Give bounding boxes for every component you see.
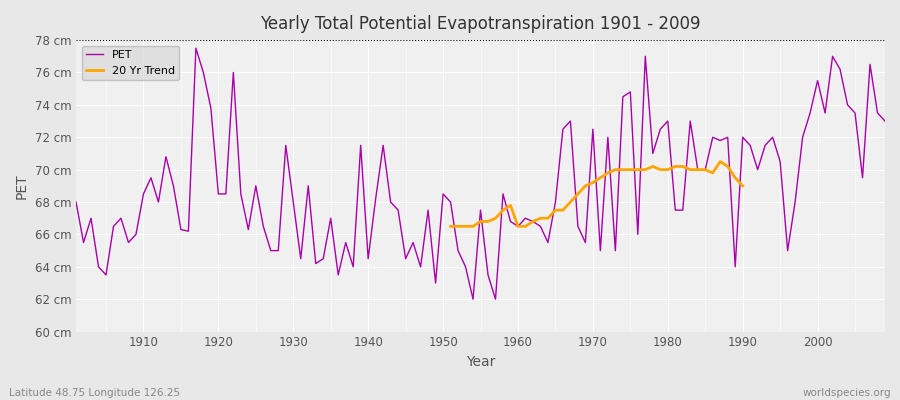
- 20 Yr Trend: [625, 167, 635, 172]
- 20 Yr Trend: [565, 200, 576, 204]
- 20 Yr Trend: [700, 167, 711, 172]
- Y-axis label: PET: PET: [15, 173, 29, 199]
- 20 Yr Trend: [640, 167, 651, 172]
- PET: [879, 119, 890, 124]
- PET: [468, 297, 479, 302]
- 20 Yr Trend: [715, 159, 725, 164]
- 20 Yr Trend: [520, 224, 531, 229]
- 20 Yr Trend: [647, 164, 658, 169]
- 20 Yr Trend: [737, 184, 748, 188]
- PET: [347, 264, 358, 269]
- 20 Yr Trend: [446, 224, 456, 229]
- 20 Yr Trend: [610, 167, 621, 172]
- PET: [130, 232, 141, 237]
- 20 Yr Trend: [527, 219, 538, 224]
- PET: [70, 200, 81, 204]
- 20 Yr Trend: [633, 167, 643, 172]
- 20 Yr Trend: [557, 208, 568, 212]
- Line: PET: PET: [76, 48, 885, 299]
- 20 Yr Trend: [460, 224, 471, 229]
- 20 Yr Trend: [707, 170, 718, 175]
- PET: [617, 94, 628, 99]
- 20 Yr Trend: [468, 224, 479, 229]
- 20 Yr Trend: [685, 167, 696, 172]
- Legend: PET, 20 Yr Trend: PET, 20 Yr Trend: [82, 46, 179, 80]
- 20 Yr Trend: [498, 208, 508, 212]
- 20 Yr Trend: [482, 219, 493, 224]
- 20 Yr Trend: [670, 164, 680, 169]
- PET: [302, 184, 313, 188]
- 20 Yr Trend: [678, 164, 688, 169]
- 20 Yr Trend: [723, 164, 734, 169]
- Title: Yearly Total Potential Evapotranspiration 1901 - 2009: Yearly Total Potential Evapotranspiratio…: [260, 15, 701, 33]
- 20 Yr Trend: [655, 167, 666, 172]
- 20 Yr Trend: [491, 216, 501, 221]
- PET: [191, 46, 202, 51]
- 20 Yr Trend: [475, 219, 486, 224]
- 20 Yr Trend: [588, 180, 598, 185]
- 20 Yr Trend: [572, 192, 583, 196]
- Text: Latitude 48.75 Longitude 126.25: Latitude 48.75 Longitude 126.25: [9, 388, 180, 398]
- 20 Yr Trend: [580, 184, 590, 188]
- Text: worldspecies.org: worldspecies.org: [803, 388, 891, 398]
- 20 Yr Trend: [595, 175, 606, 180]
- X-axis label: Year: Year: [466, 355, 495, 369]
- Line: 20 Yr Trend: 20 Yr Trend: [451, 162, 742, 226]
- 20 Yr Trend: [692, 167, 703, 172]
- 20 Yr Trend: [505, 203, 516, 208]
- 20 Yr Trend: [543, 216, 553, 221]
- 20 Yr Trend: [535, 216, 545, 221]
- 20 Yr Trend: [602, 170, 613, 175]
- 20 Yr Trend: [453, 224, 464, 229]
- 20 Yr Trend: [550, 208, 561, 212]
- 20 Yr Trend: [617, 167, 628, 172]
- 20 Yr Trend: [513, 224, 524, 229]
- PET: [527, 219, 538, 224]
- 20 Yr Trend: [730, 175, 741, 180]
- 20 Yr Trend: [662, 167, 673, 172]
- PET: [520, 216, 531, 221]
